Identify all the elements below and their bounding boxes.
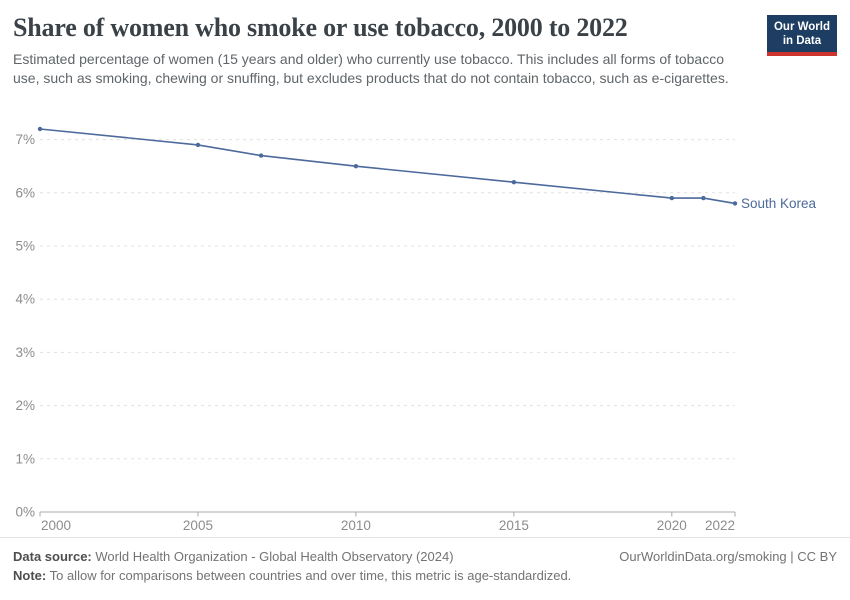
datasource-label: Data source:: [13, 549, 92, 564]
y-tick-label: 1%: [15, 451, 35, 466]
note-label: Note:: [13, 568, 47, 583]
note-text: To allow for comparisons between countri…: [49, 568, 572, 583]
x-tick-label: 2010: [341, 518, 371, 533]
x-tick-label: 2020: [657, 518, 687, 533]
owid-logo-line1: Our World: [773, 21, 830, 33]
data-point: [195, 142, 201, 148]
chart-footer: Data source: World Health Organization -…: [0, 537, 850, 585]
x-tick-label: 2015: [499, 518, 529, 533]
owid-logo[interactable]: Our World in Data: [766, 15, 837, 56]
y-tick-label: 4%: [15, 292, 35, 307]
y-tick-label: 0%: [15, 505, 35, 520]
x-tick-label: 2005: [183, 518, 213, 533]
datasource-text: World Health Organization - Global Healt…: [95, 549, 454, 564]
footer-row-note: Note: To allow for comparisons between c…: [13, 566, 837, 585]
data-point: [732, 201, 738, 206]
x-tick-label: 2000: [41, 518, 71, 533]
y-tick-label: 6%: [15, 185, 35, 200]
y-tick-label: 5%: [15, 239, 35, 254]
y-tick-label: 3%: [15, 345, 35, 360]
footer-row-datasource: Data source: World Health Organization -…: [13, 547, 837, 566]
entity-label: South Korea: [741, 196, 817, 211]
data-point: [37, 126, 43, 132]
x-tick-label: 2022: [705, 518, 735, 533]
chart-subtitle: Estimated percentage of women (15 years …: [13, 51, 729, 86]
datasource-line: Data source: World Health Organization -…: [13, 547, 454, 566]
y-tick-label: 2%: [15, 398, 35, 413]
data-line: [39, 128, 736, 205]
y-tick-label: 7%: [15, 132, 35, 147]
data-point: [511, 180, 517, 185]
owid-logo-line2: in Data: [782, 35, 822, 47]
data-point: [258, 153, 264, 158]
owid-link[interactable]: OurWorldinData.org/smoking | CC BY: [619, 549, 837, 564]
chart-title: Share of women who smoke or use tobacco,…: [13, 13, 628, 42]
data-point: [701, 195, 706, 201]
chart-header: Share of women who smoke or use tobacco,…: [13, 12, 753, 87]
data-point: [669, 195, 674, 201]
data-point: [353, 164, 359, 169]
